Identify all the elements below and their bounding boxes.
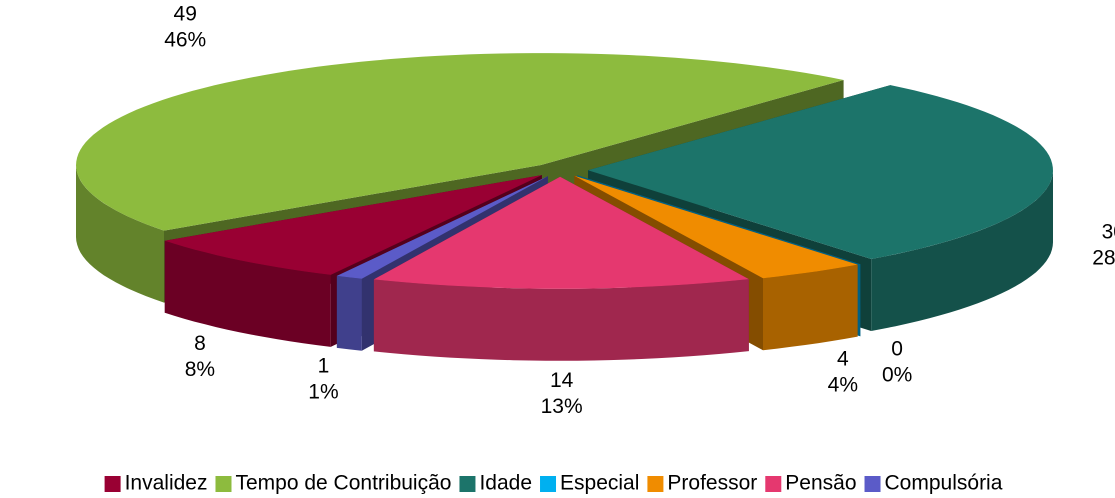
legend-swatch — [765, 476, 782, 492]
percent-label: 28% — [1092, 247, 1115, 270]
slice-side — [871, 170, 1053, 331]
slice-top — [336, 176, 548, 279]
slice-top — [574, 175, 858, 279]
legend: Invalidez Tempo de Contribuição Idade Espec… — [104, 472, 1003, 495]
legend-swatch — [104, 476, 121, 492]
percent-label: 4% — [828, 373, 858, 396]
legend-label: Tempo de Contribuição — [235, 472, 451, 495]
data-label: 30 — [1102, 221, 1115, 244]
legend-label: Professor — [667, 472, 757, 495]
legend-label: Idade — [479, 472, 532, 495]
data-label: 14 — [550, 369, 574, 392]
slice-top — [76, 53, 844, 231]
percent-label: 8% — [185, 358, 215, 381]
data-label: 1 — [318, 354, 330, 377]
slice-side — [76, 165, 164, 303]
legend-swatch — [540, 476, 557, 492]
slice-side — [373, 279, 749, 361]
slice-top — [373, 176, 749, 289]
slice-side — [164, 240, 331, 347]
legend-swatch — [215, 476, 232, 492]
data-label: 4 — [837, 347, 849, 370]
slice — [373, 176, 749, 361]
percent-label: 0% — [882, 363, 912, 386]
legend-label: Especial — [560, 472, 639, 495]
legend-swatch — [647, 476, 664, 492]
legend-label: Invalidez — [125, 472, 208, 495]
slice-top — [164, 175, 542, 275]
legend-label: Pensão — [785, 472, 856, 495]
slice-side — [763, 264, 858, 351]
data-label: 0 — [891, 337, 903, 360]
slice-side — [336, 275, 362, 351]
data-label: 49 — [174, 2, 197, 25]
slice-top — [588, 85, 1053, 259]
percent-label: 1% — [308, 380, 338, 403]
legend-swatch — [459, 476, 476, 492]
data-label: 8 — [194, 332, 206, 355]
legend-label: Compulsória — [885, 472, 1003, 495]
percent-label: 13% — [541, 395, 583, 418]
percent-label: 46% — [164, 28, 206, 51]
legend-swatch — [864, 476, 881, 492]
